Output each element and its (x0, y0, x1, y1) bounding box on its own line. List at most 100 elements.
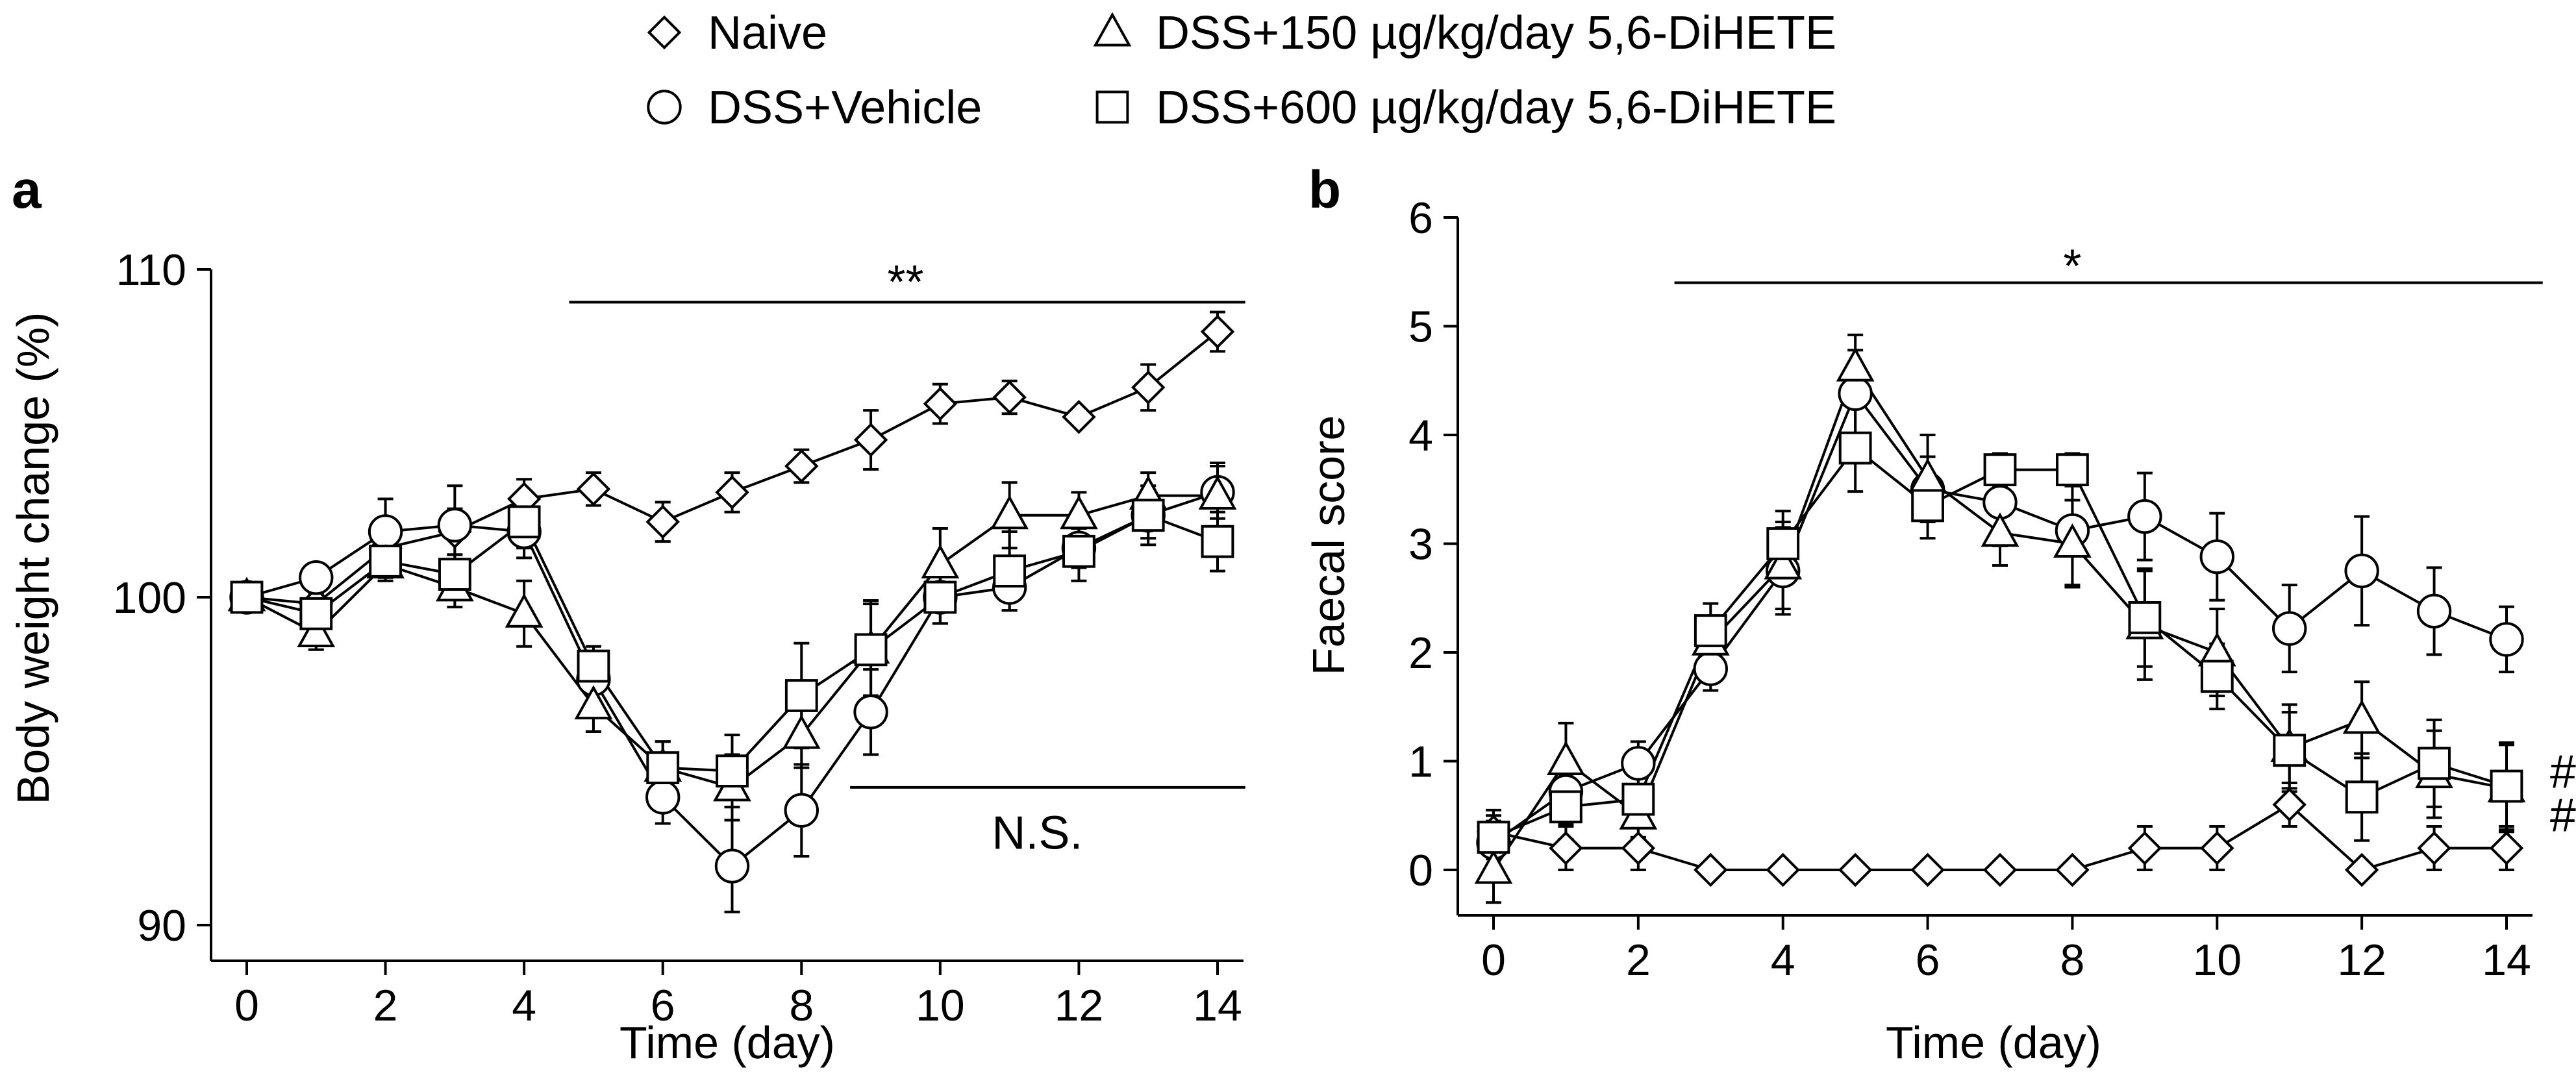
panel-a-y-tick-label: 100 (113, 573, 186, 623)
panel-b-x-tick-label: 8 (2060, 935, 2085, 985)
panel-b-d150-point (1836, 347, 1875, 382)
panel-b-x-tick-label: 12 (2337, 935, 2386, 985)
panel-b-naive-point (1621, 831, 1656, 865)
panel-a-x-tick-label: 8 (789, 981, 814, 1030)
panel-b-y-tick-label: 5 (1408, 303, 1433, 352)
panel-a-d600-point (438, 558, 471, 591)
panel-b-annotation: * (2063, 240, 2081, 292)
panel-b-naive-point (1766, 852, 1800, 887)
panel-a-naive-point (1200, 314, 1235, 349)
panel-a-d600-point (854, 633, 888, 667)
panel-a-d600-point (507, 505, 541, 539)
legend-triangle-icon (1093, 12, 1132, 47)
panel-a-y-tick-label: 110 (116, 245, 186, 295)
panel-b-d600-point (1549, 790, 1582, 824)
panel-b-naive-point (2200, 831, 2234, 865)
panel-a-vehicle-point (368, 514, 403, 549)
panel-a-vehicle-point (784, 793, 819, 828)
panel-b-d600-point (1838, 431, 1872, 465)
panel-b-d150-point (1764, 545, 1803, 580)
panel-a-d150-point (505, 593, 544, 628)
panel-a-d600-point (646, 751, 680, 784)
panel-b-annotation: # (2550, 746, 2576, 798)
panel-b-naive-point (1910, 852, 1945, 887)
panel-a-d600-point (784, 679, 818, 712)
panel-a-vehicle-point (437, 508, 473, 543)
panel-b-y-tick-label: 3 (1408, 520, 1433, 569)
panel-b-naive-point (2417, 831, 2451, 865)
panel-b-d600-point (1694, 614, 1727, 647)
legend-marker-diamond (647, 15, 682, 50)
panel-b-naive-point (2344, 852, 2379, 887)
panel-b-naive-point (1982, 852, 2018, 887)
panel-a-vehicle-point (299, 560, 334, 595)
panel-b-d600-point (2273, 734, 2307, 767)
panel-b-vehicle-point (2489, 622, 2524, 657)
panel-b-d600-point (2418, 747, 2451, 780)
panel-a-d600-point (369, 545, 402, 578)
panel-b-d600-point (1621, 782, 1655, 816)
legend-square-icon (1095, 90, 1129, 124)
panel-b-naive-point (2055, 852, 2090, 887)
panel-a-d600-point (993, 554, 1027, 588)
legend-marker-triangle (1093, 12, 1132, 47)
panel-a-naive-point (992, 380, 1027, 415)
panel-b-naive-point (2489, 831, 2524, 865)
panel-a-d150-point (990, 495, 1029, 530)
panel-a-d150-point (297, 613, 336, 648)
panel-b-y-tick-label: 0 (1408, 846, 1433, 895)
legend-marker-circle (647, 90, 682, 125)
panel-a-vehicle-point (714, 848, 750, 884)
panel-b-d600-point (1911, 489, 1944, 523)
panel-b-x-tick-label: 6 (1916, 935, 1940, 985)
panel-a-y-axis-label: Body weight change (%) (8, 312, 58, 805)
panel-a-naive-point (576, 472, 611, 506)
panel-a-y-tick-label: 90 (137, 901, 186, 950)
panel-b-d600-point (1766, 527, 1800, 560)
panel-a-x-tick-label: 0 (234, 981, 259, 1030)
panel-a-annotation: N.S. (992, 808, 1082, 860)
panel-a-naive-point (1062, 400, 1096, 434)
panel-a-d600-point (230, 580, 264, 614)
panel-a-d600-point (1131, 499, 1165, 532)
panel-b-d150-point (1547, 741, 1585, 775)
panel-a-d600-point (923, 580, 957, 614)
legend-item-d600: DSS+600 µg/kg/day 5,6-DiHETE (1095, 82, 1836, 134)
panel-a-naive-point (923, 386, 958, 421)
panel-b-d150-point (1908, 458, 1947, 493)
panel-b-d150-point (2053, 523, 2092, 558)
legend-diamond-icon (647, 15, 682, 50)
panel-a-d150-point (574, 685, 613, 720)
panel-a-d150-point (1060, 495, 1098, 530)
panel-b-d150-point (1474, 849, 1513, 884)
panel-a-x-tick-label: 2 (373, 981, 398, 1030)
panel-b-d600-point (1983, 453, 2017, 487)
panel-b-d600-point (1477, 821, 1510, 854)
panel-b-vehicle-point (1838, 376, 1873, 412)
panel-b-d600-point (2200, 660, 2234, 693)
legend-label-vehicle: DSS+Vehicle (708, 82, 982, 134)
panel-b-y-tick-label: 6 (1408, 193, 1433, 243)
legend-item-naive: Naive (647, 7, 827, 59)
legend-marker-square (1095, 90, 1129, 124)
panel-b-y-tick-label: 1 (1408, 737, 1433, 787)
panel-a-d600-point (299, 597, 333, 630)
panel-b-x-axis-label: Time (day) (1886, 1017, 2101, 1068)
panel-b-vehicle-point (1621, 746, 1656, 781)
panel-a-vehicle-point (645, 780, 681, 815)
panel-b-naive-point (1694, 852, 1728, 887)
panel-b-d600-point (2056, 453, 2089, 487)
panel-a-d600-point (577, 649, 610, 683)
panel-b-annotation: # (2550, 789, 2576, 841)
panel-a-naive-point (853, 423, 888, 457)
panel-a-x-tick-label: 12 (1055, 981, 1104, 1030)
panel-a-x-tick-label: 6 (651, 981, 675, 1030)
panel-a-d600-point (716, 754, 749, 788)
panel-b-y-tick-label: 4 (1408, 411, 1433, 460)
panel-b-naive-point (1838, 852, 1873, 887)
panel-a-d150-point (782, 714, 821, 749)
panel-a-naive-point (645, 504, 680, 539)
